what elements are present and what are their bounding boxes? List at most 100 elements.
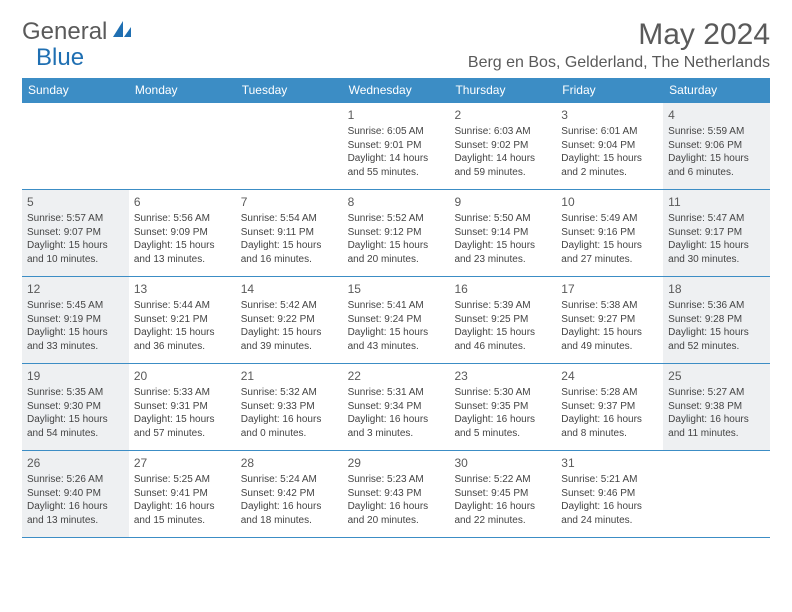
- sunset-text: Sunset: 9:19 PM: [27, 313, 124, 327]
- day-cell: 20Sunrise: 5:33 AMSunset: 9:31 PMDayligh…: [129, 364, 236, 450]
- sunrise-text: Sunrise: 5:38 AM: [561, 299, 658, 313]
- sunset-text: Sunset: 9:14 PM: [454, 226, 551, 240]
- sunrise-text: Sunrise: 5:26 AM: [27, 473, 124, 487]
- sunrise-text: Sunrise: 5:25 AM: [134, 473, 231, 487]
- day-cell: 24Sunrise: 5:28 AMSunset: 9:37 PMDayligh…: [556, 364, 663, 450]
- sunrise-text: Sunrise: 5:36 AM: [668, 299, 765, 313]
- daylight-text: Daylight: 15 hours and 57 minutes.: [134, 413, 231, 440]
- day-header-fri: Friday: [556, 78, 663, 102]
- week-row: 12Sunrise: 5:45 AMSunset: 9:19 PMDayligh…: [22, 277, 770, 364]
- day-number: 1: [348, 107, 445, 123]
- day-number: 16: [454, 281, 551, 297]
- day-number: 9: [454, 194, 551, 210]
- day-cell: 15Sunrise: 5:41 AMSunset: 9:24 PMDayligh…: [343, 277, 450, 363]
- sunrise-text: Sunrise: 5:27 AM: [668, 386, 765, 400]
- daylight-text: Daylight: 15 hours and 10 minutes.: [27, 239, 124, 266]
- day-cell: 14Sunrise: 5:42 AMSunset: 9:22 PMDayligh…: [236, 277, 343, 363]
- location-text: Berg en Bos, Gelderland, The Netherlands: [468, 54, 770, 72]
- day-cell: 7Sunrise: 5:54 AMSunset: 9:11 PMDaylight…: [236, 190, 343, 276]
- sunset-text: Sunset: 9:40 PM: [27, 487, 124, 501]
- day-cell: 9Sunrise: 5:50 AMSunset: 9:14 PMDaylight…: [449, 190, 556, 276]
- sunrise-text: Sunrise: 5:42 AM: [241, 299, 338, 313]
- sunset-text: Sunset: 9:24 PM: [348, 313, 445, 327]
- sunrise-text: Sunrise: 6:01 AM: [561, 125, 658, 139]
- day-number: 11: [668, 194, 765, 210]
- sunset-text: Sunset: 9:43 PM: [348, 487, 445, 501]
- day-cell: 11Sunrise: 5:47 AMSunset: 9:17 PMDayligh…: [663, 190, 770, 276]
- daylight-text: Daylight: 15 hours and 33 minutes.: [27, 326, 124, 353]
- day-cell: 23Sunrise: 5:30 AMSunset: 9:35 PMDayligh…: [449, 364, 556, 450]
- sunrise-text: Sunrise: 5:30 AM: [454, 386, 551, 400]
- day-number: 19: [27, 368, 124, 384]
- day-number: 4: [668, 107, 765, 123]
- daylight-text: Daylight: 15 hours and 6 minutes.: [668, 152, 765, 179]
- day-number: 20: [134, 368, 231, 384]
- brand-text-1: General: [22, 18, 107, 46]
- daylight-text: Daylight: 15 hours and 46 minutes.: [454, 326, 551, 353]
- day-cell: 6Sunrise: 5:56 AMSunset: 9:09 PMDaylight…: [129, 190, 236, 276]
- day-cell: 1Sunrise: 6:05 AMSunset: 9:01 PMDaylight…: [343, 103, 450, 189]
- daylight-text: Daylight: 15 hours and 13 minutes.: [134, 239, 231, 266]
- daylight-text: Daylight: 16 hours and 18 minutes.: [241, 500, 338, 527]
- calendar: Sunday Monday Tuesday Wednesday Thursday…: [22, 78, 770, 538]
- day-cell: 31Sunrise: 5:21 AMSunset: 9:46 PMDayligh…: [556, 451, 663, 537]
- sunset-text: Sunset: 9:45 PM: [454, 487, 551, 501]
- sunset-text: Sunset: 9:17 PM: [668, 226, 765, 240]
- day-header-tue: Tuesday: [236, 78, 343, 102]
- day-cell: 17Sunrise: 5:38 AMSunset: 9:27 PMDayligh…: [556, 277, 663, 363]
- daylight-text: Daylight: 15 hours and 52 minutes.: [668, 326, 765, 353]
- sunrise-text: Sunrise: 5:56 AM: [134, 212, 231, 226]
- day-number: 8: [348, 194, 445, 210]
- day-cell: [22, 103, 129, 189]
- sunset-text: Sunset: 9:01 PM: [348, 139, 445, 153]
- week-row: 5Sunrise: 5:57 AMSunset: 9:07 PMDaylight…: [22, 190, 770, 277]
- sunset-text: Sunset: 9:11 PM: [241, 226, 338, 240]
- sunrise-text: Sunrise: 5:49 AM: [561, 212, 658, 226]
- daylight-text: Daylight: 16 hours and 8 minutes.: [561, 413, 658, 440]
- sunset-text: Sunset: 9:28 PM: [668, 313, 765, 327]
- sunrise-text: Sunrise: 6:03 AM: [454, 125, 551, 139]
- sunset-text: Sunset: 9:06 PM: [668, 139, 765, 153]
- day-number: 3: [561, 107, 658, 123]
- daylight-text: Daylight: 15 hours and 16 minutes.: [241, 239, 338, 266]
- day-number: 27: [134, 455, 231, 471]
- sunset-text: Sunset: 9:07 PM: [27, 226, 124, 240]
- sunset-text: Sunset: 9:41 PM: [134, 487, 231, 501]
- sunset-text: Sunset: 9:09 PM: [134, 226, 231, 240]
- day-number: 2: [454, 107, 551, 123]
- daylight-text: Daylight: 16 hours and 15 minutes.: [134, 500, 231, 527]
- sunrise-text: Sunrise: 5:21 AM: [561, 473, 658, 487]
- day-number: 12: [27, 281, 124, 297]
- day-number: 23: [454, 368, 551, 384]
- sunrise-text: Sunrise: 5:47 AM: [668, 212, 765, 226]
- day-number: 25: [668, 368, 765, 384]
- day-number: 7: [241, 194, 338, 210]
- day-header-sat: Saturday: [663, 78, 770, 102]
- sunrise-text: Sunrise: 5:44 AM: [134, 299, 231, 313]
- sunrise-text: Sunrise: 5:45 AM: [27, 299, 124, 313]
- day-cell: 3Sunrise: 6:01 AMSunset: 9:04 PMDaylight…: [556, 103, 663, 189]
- week-row: 26Sunrise: 5:26 AMSunset: 9:40 PMDayligh…: [22, 451, 770, 538]
- sunset-text: Sunset: 9:30 PM: [27, 400, 124, 414]
- daylight-text: Daylight: 15 hours and 54 minutes.: [27, 413, 124, 440]
- day-number: 5: [27, 194, 124, 210]
- daylight-text: Daylight: 15 hours and 27 minutes.: [561, 239, 658, 266]
- daylight-text: Daylight: 15 hours and 43 minutes.: [348, 326, 445, 353]
- sunrise-text: Sunrise: 5:28 AM: [561, 386, 658, 400]
- title-block: May 2024 Berg en Bos, Gelderland, The Ne…: [468, 18, 770, 72]
- day-number: 17: [561, 281, 658, 297]
- sunrise-text: Sunrise: 5:39 AM: [454, 299, 551, 313]
- daylight-text: Daylight: 15 hours and 39 minutes.: [241, 326, 338, 353]
- header: General May 2024 Berg en Bos, Gelderland…: [22, 18, 770, 72]
- sunrise-text: Sunrise: 5:35 AM: [27, 386, 124, 400]
- day-number: 30: [454, 455, 551, 471]
- daylight-text: Daylight: 16 hours and 11 minutes.: [668, 413, 765, 440]
- daylight-text: Daylight: 15 hours and 23 minutes.: [454, 239, 551, 266]
- sunset-text: Sunset: 9:37 PM: [561, 400, 658, 414]
- day-cell: 22Sunrise: 5:31 AMSunset: 9:34 PMDayligh…: [343, 364, 450, 450]
- day-number: 14: [241, 281, 338, 297]
- day-cell: 10Sunrise: 5:49 AMSunset: 9:16 PMDayligh…: [556, 190, 663, 276]
- day-header-wed: Wednesday: [343, 78, 450, 102]
- day-cell: 5Sunrise: 5:57 AMSunset: 9:07 PMDaylight…: [22, 190, 129, 276]
- weeks-container: 1Sunrise: 6:05 AMSunset: 9:01 PMDaylight…: [22, 102, 770, 538]
